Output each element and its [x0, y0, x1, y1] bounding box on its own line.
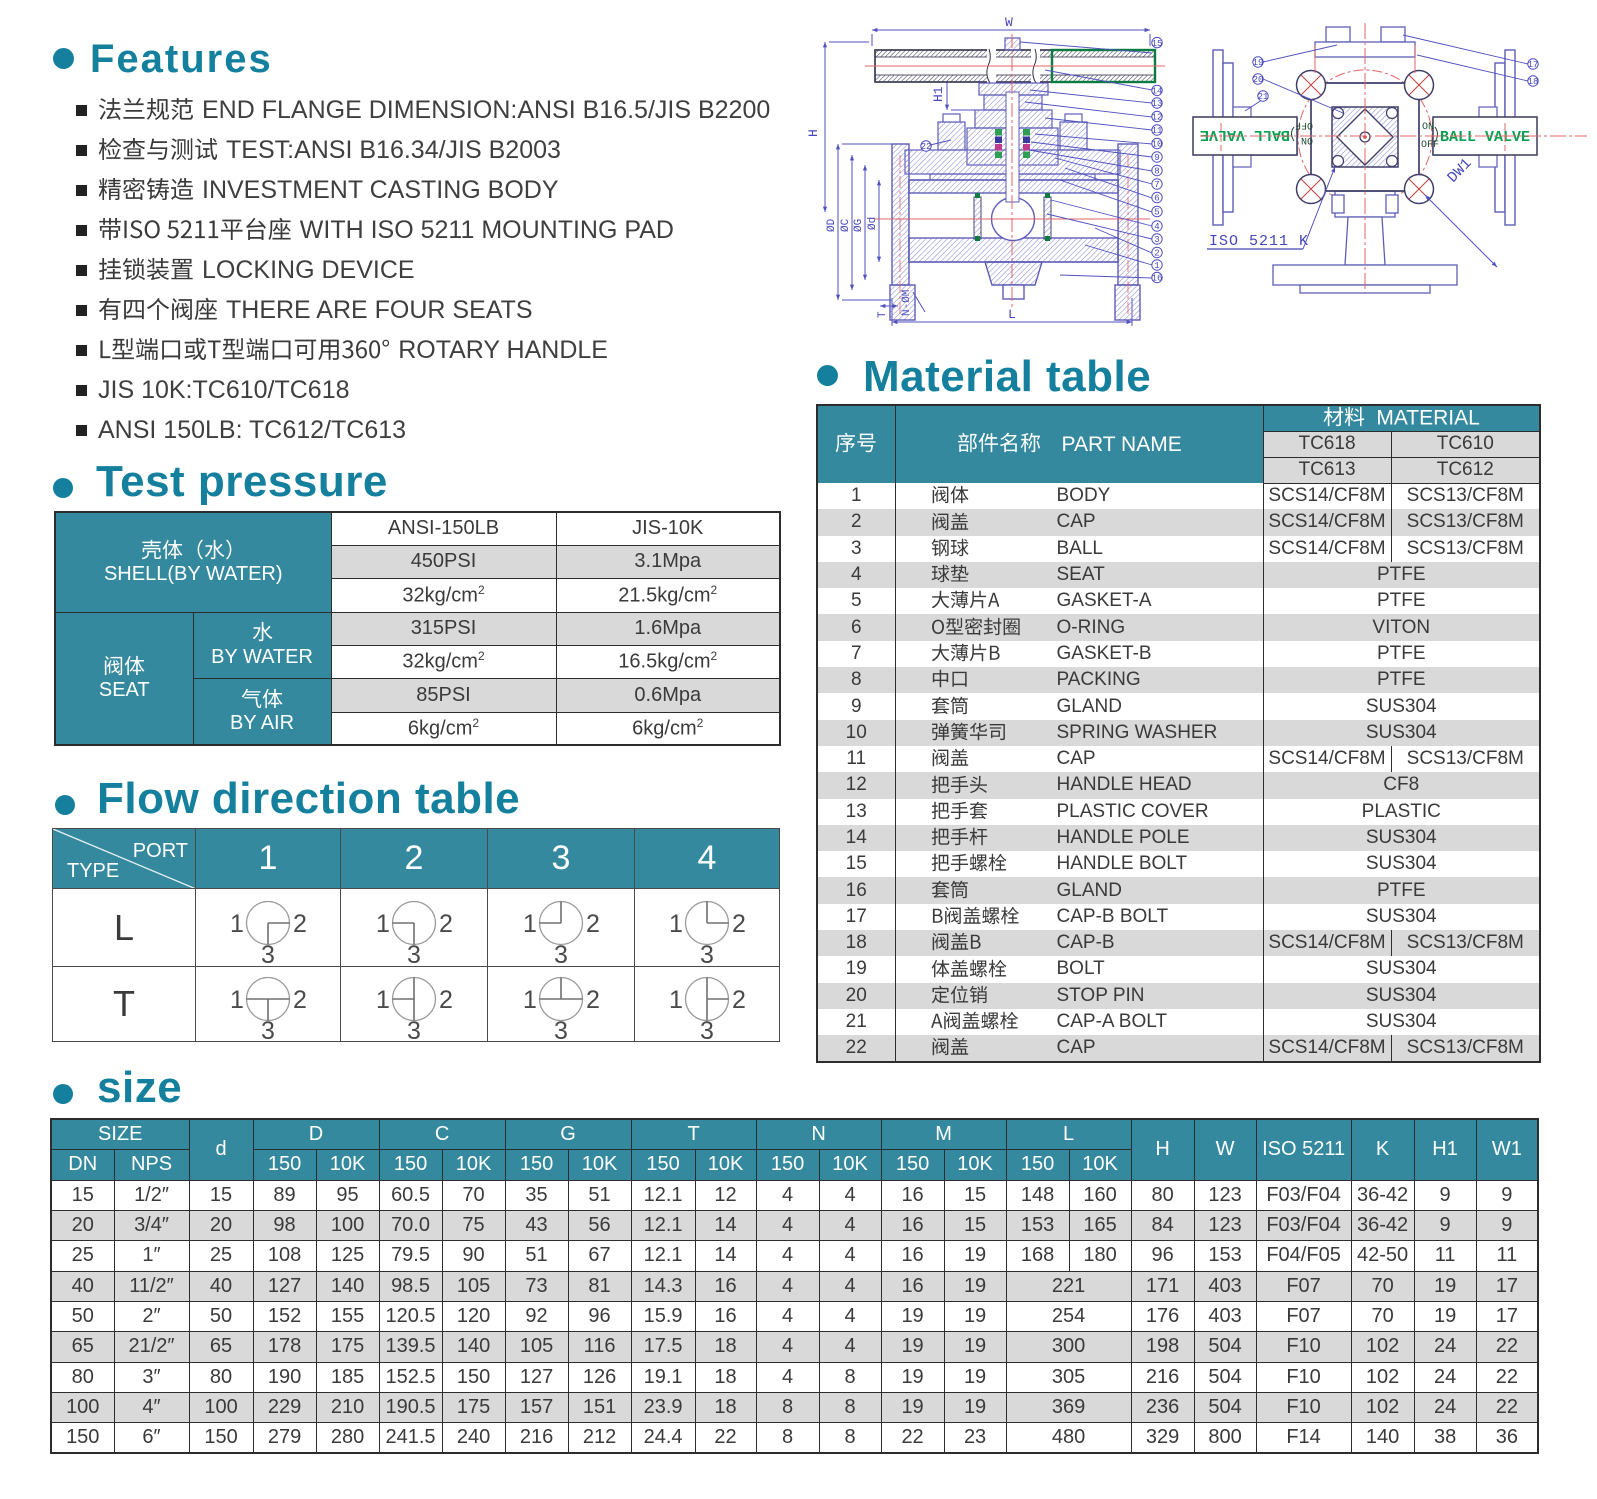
- svg-text:16: 16: [1152, 274, 1163, 284]
- svg-text:DW1: DW1: [1444, 155, 1475, 186]
- svg-text:3: 3: [1154, 235, 1159, 245]
- svg-text:2: 2: [439, 986, 453, 1014]
- svg-text:OFF: OFF: [1421, 140, 1439, 151]
- svg-text:6: 6: [1154, 194, 1159, 204]
- svg-text:3: 3: [407, 941, 421, 965]
- svg-text:1: 1: [230, 986, 244, 1014]
- svg-text:1: 1: [1154, 261, 1159, 271]
- svg-text:3: 3: [554, 1017, 568, 1041]
- svg-text:1: 1: [523, 910, 537, 938]
- svg-text:H1: H1: [931, 86, 946, 102]
- svg-text:18: 18: [1528, 77, 1539, 87]
- svg-text:2: 2: [732, 986, 746, 1014]
- svg-text:22: 22: [921, 142, 932, 152]
- svg-text:ØG: ØG: [853, 219, 865, 232]
- svg-text:3: 3: [407, 1017, 421, 1041]
- svg-text:1: 1: [669, 986, 683, 1014]
- svg-text:21: 21: [1258, 92, 1269, 102]
- svg-text:2: 2: [439, 910, 453, 938]
- svg-text:2: 2: [732, 910, 746, 938]
- svg-text:20: 20: [1253, 75, 1264, 85]
- svg-text:3: 3: [554, 941, 568, 965]
- svg-text:12: 12: [1152, 113, 1163, 123]
- svg-text:2: 2: [293, 910, 307, 938]
- svg-text:BALL VALVE: BALL VALVE: [1440, 129, 1530, 146]
- svg-text:2: 2: [293, 986, 307, 1014]
- svg-text:13: 13: [1152, 99, 1163, 109]
- svg-text:17: 17: [1528, 60, 1539, 70]
- svg-text:1: 1: [523, 986, 537, 1014]
- svg-text:ØC: ØC: [840, 218, 852, 232]
- svg-text:8: 8: [1154, 167, 1159, 177]
- svg-text:9: 9: [1154, 153, 1159, 163]
- svg-text:H: H: [806, 129, 821, 137]
- svg-text:1: 1: [376, 910, 390, 938]
- svg-text:ØD: ØD: [826, 218, 838, 232]
- svg-text:2: 2: [586, 910, 600, 938]
- svg-text:T: T: [877, 311, 889, 318]
- svg-text:2: 2: [1154, 249, 1159, 259]
- svg-text:3: 3: [700, 1017, 714, 1041]
- svg-text:15: 15: [1152, 39, 1163, 49]
- svg-text:2: 2: [586, 986, 600, 1014]
- svg-text:3: 3: [261, 1017, 275, 1041]
- svg-text:Ød: Ød: [867, 217, 879, 230]
- svg-text:1: 1: [669, 910, 683, 938]
- svg-text:ON: ON: [1422, 122, 1434, 133]
- svg-text:14: 14: [1152, 87, 1163, 97]
- svg-text:ON: ON: [1301, 134, 1313, 145]
- svg-text:10: 10: [1152, 140, 1163, 150]
- svg-text:3: 3: [261, 941, 275, 965]
- svg-text:19: 19: [1253, 58, 1264, 68]
- svg-text:BALL VALVE: BALL VALVE: [1200, 126, 1290, 143]
- svg-text:W: W: [1005, 15, 1013, 30]
- svg-text:5: 5: [1154, 208, 1159, 218]
- svg-text:L: L: [1008, 307, 1016, 322]
- svg-text:11: 11: [1152, 126, 1163, 136]
- svg-text:ISO 5211 K: ISO 5211 K: [1209, 233, 1309, 250]
- svg-text:1: 1: [376, 986, 390, 1014]
- svg-text:4: 4: [1154, 222, 1159, 232]
- svg-text:7: 7: [1154, 180, 1159, 190]
- svg-text:3: 3: [700, 941, 714, 965]
- svg-text:OFF: OFF: [1295, 119, 1313, 130]
- svg-text:1: 1: [230, 910, 244, 938]
